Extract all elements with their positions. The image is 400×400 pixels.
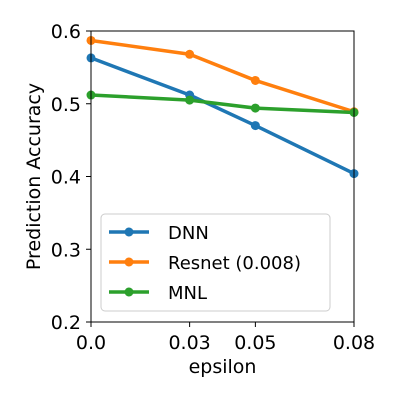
y-tick-label: 0.6: [51, 21, 81, 43]
x-axis-label: epsilon: [189, 356, 257, 378]
legend-marker: [124, 287, 134, 297]
series-line-1: [90, 38, 355, 114]
data-point: [185, 49, 195, 59]
legend-entry: MNL: [168, 283, 207, 304]
y-tick-label: 0.4: [51, 167, 81, 189]
legend-marker: [124, 227, 134, 237]
legend-entry: Resnet (0.008): [168, 253, 301, 274]
data-point: [250, 75, 260, 85]
data-point: [250, 121, 260, 131]
plot-area: [86, 35, 359, 179]
series-line-2: [90, 93, 355, 115]
data-point: [185, 95, 195, 105]
x-tick-label: 0.03: [168, 332, 210, 354]
data-point: [250, 103, 260, 113]
legend: DNN Resnet (0.008) MNL: [100, 213, 331, 312]
y-tick-label: 0.3: [51, 239, 81, 261]
y-axis-label: Prediction Accuracy: [23, 83, 45, 270]
x-tick-label: 0.0: [76, 332, 106, 354]
x-tick-label: 0.05: [234, 332, 276, 354]
axes: 0.0 0.03 0.05 0.08 0.2 0.3 0.4 0.5 0.6: [51, 21, 375, 354]
legend-box: [100, 213, 331, 312]
series-line-0: [90, 56, 355, 176]
legend-marker: [124, 257, 134, 267]
y-tick-label: 0.5: [51, 94, 81, 116]
legend-entry: DNN: [168, 223, 209, 244]
x-tick-label: 0.08: [333, 332, 375, 354]
y-tick-label: 0.2: [51, 312, 81, 334]
